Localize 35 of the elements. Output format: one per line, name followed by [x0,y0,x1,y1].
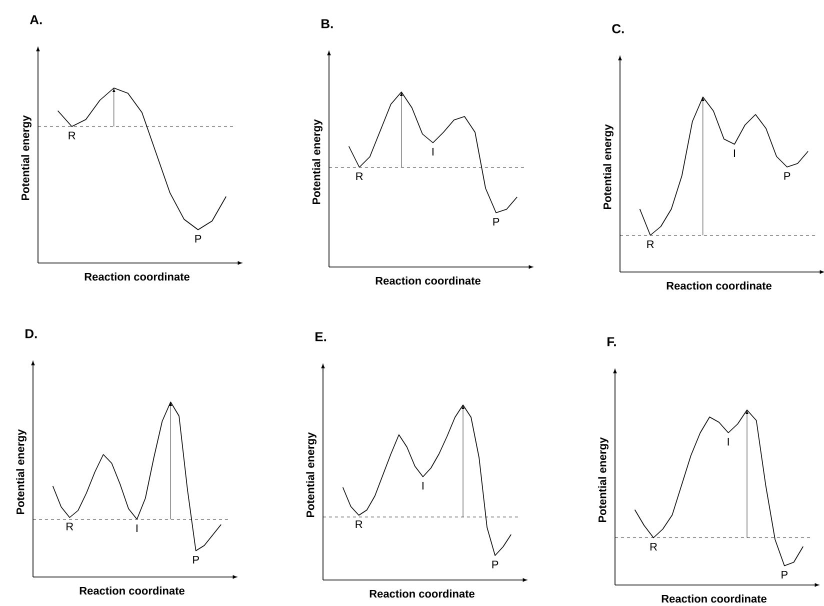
y-axis-title: Potential energy [603,124,614,210]
y-axis-title: Potential energy [306,432,316,518]
x-axis-title: Reaction coordinate [84,272,190,281]
chart-title: A. [30,15,42,24]
annotation: P [193,556,199,564]
y-axis-title: Potential energy [16,429,26,514]
annotation: P [784,172,790,180]
x-axis-title: Reaction coordinate [80,586,184,595]
annotation: P [195,234,202,243]
annotation: I [734,149,735,158]
y-axis-title: Potential energy [598,437,608,522]
chart-title: B. [322,19,333,28]
x-axis-title: Reaction coordinate [666,282,772,290]
x-axis-title: Reaction coordinate [376,276,480,285]
chart-title: D. [26,329,37,338]
chart-title: E. [316,332,326,342]
annotation: I [422,482,424,490]
annotation: P [782,570,788,579]
x-axis-title: Reaction coordinate [370,590,474,598]
annotation: R [66,522,74,530]
annotation: I [136,524,138,532]
chart-title: C. [612,24,624,34]
annotation: R [356,520,362,528]
annotation: R [68,132,76,140]
annotation: R [650,542,657,551]
annotation: P [492,560,498,568]
chart-title: F. [608,337,616,346]
annotation: P [493,218,500,226]
y-axis-title: Potential energy [312,119,322,204]
annotation: R [647,240,654,248]
annotation: I [432,148,434,156]
annotation: R [356,172,363,180]
annotation: I [728,438,729,446]
x-axis-title: Reaction coordinate [662,594,766,603]
y-axis-title: Potential energy [21,115,32,200]
